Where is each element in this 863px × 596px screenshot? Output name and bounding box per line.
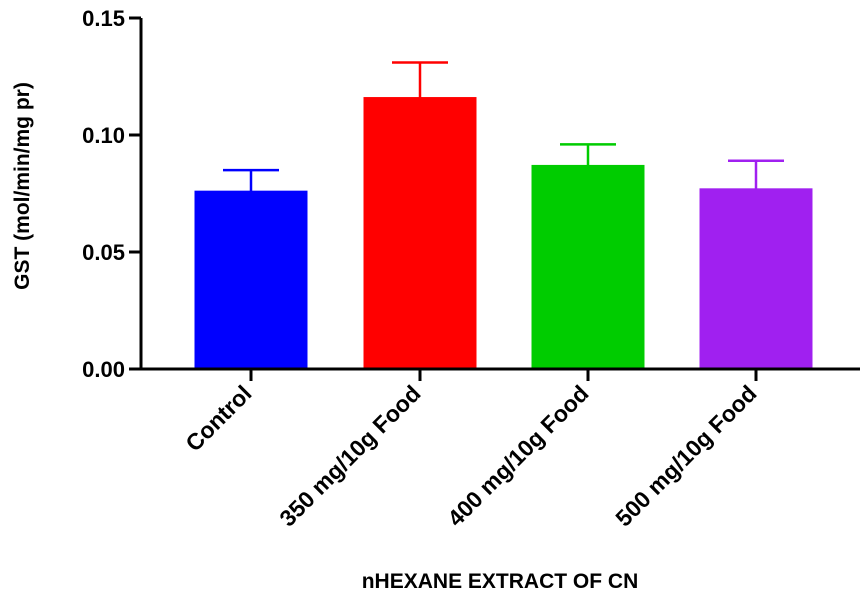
bar	[699, 188, 813, 370]
x-tick-label: 500 mg/10g Food	[610, 380, 761, 531]
bars-layer	[194, 97, 813, 370]
error-bars-layer	[223, 61, 784, 192]
x-ticks: Control 350 mg/10g Food 400 mg/10g Food 500…	[180, 369, 762, 531]
y-tick-label: 0.00	[82, 357, 125, 382]
bar	[531, 164, 645, 370]
x-axis-title: nHEXANE EXTRACT OF CN	[362, 570, 639, 593]
x-tick-label: 350 mg/10g Food	[274, 380, 425, 531]
x-tick-label: 400 mg/10g Food	[442, 380, 593, 531]
x-tick-label: Control	[180, 380, 256, 456]
y-tick-label: 0.10	[82, 123, 125, 148]
y-axis-title: GST (mol/min/mg pr)	[11, 82, 34, 290]
bar	[194, 190, 308, 370]
y-tick-label: 0.15	[82, 6, 125, 31]
bar	[363, 97, 477, 370]
y-ticks: 0.00 0.05 0.10 0.15	[82, 6, 141, 382]
y-tick-label: 0.05	[82, 240, 125, 265]
